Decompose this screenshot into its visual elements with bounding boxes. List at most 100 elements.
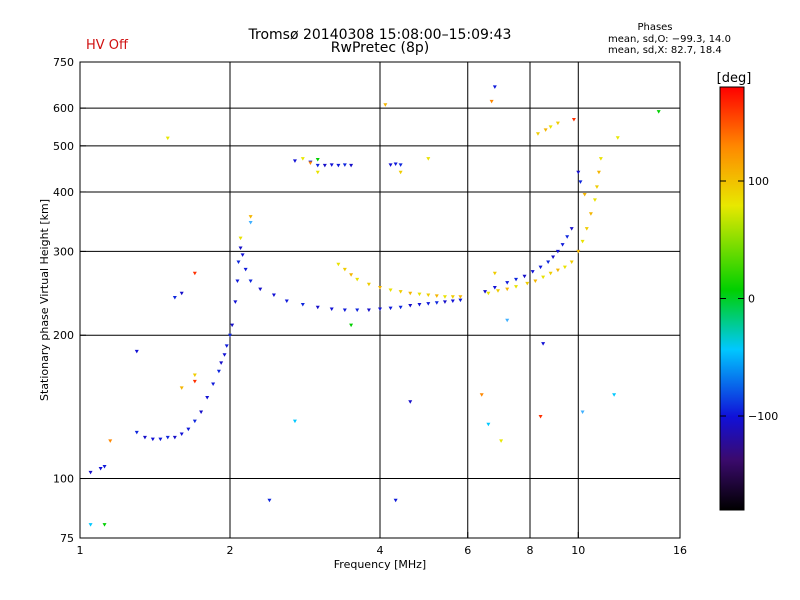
data-point: [134, 349, 139, 354]
data-point: [398, 305, 403, 310]
data-point: [543, 128, 548, 132]
data-point: [408, 400, 413, 404]
y-tick-label: 400: [53, 186, 74, 199]
data-point: [499, 439, 504, 443]
data-point: [383, 103, 388, 107]
data-point: [233, 300, 238, 304]
x-tick-label: 2: [227, 544, 234, 557]
data-point: [458, 295, 463, 299]
data-point: [378, 307, 382, 312]
y-tick-label: 300: [53, 245, 74, 258]
y-tick-label: 75: [60, 532, 74, 545]
data-point: [525, 281, 530, 286]
x-axis-label: Frequency [MHz]: [334, 558, 426, 571]
x-tick-label: 6: [464, 544, 471, 557]
phase-colorbar: [deg] 100 0 −100: [717, 71, 778, 511]
phases-x-stats: mean, sd,X: 82.7, 18.4: [608, 45, 722, 56]
data-point: [555, 268, 560, 273]
data-point: [495, 289, 500, 293]
data-point: [349, 273, 354, 277]
data-point: [88, 523, 93, 527]
chart-subtitle: RwPretec (8p): [330, 40, 430, 56]
data-points: [88, 85, 661, 527]
data-point: [551, 255, 556, 260]
data-point: [505, 318, 510, 323]
grid-lines: [80, 62, 680, 538]
data-point: [308, 161, 313, 166]
data-point: [458, 298, 463, 303]
data-point: [102, 464, 107, 469]
data-point: [580, 410, 585, 414]
data-point: [172, 435, 177, 440]
data-point: [434, 294, 439, 298]
data-point: [434, 301, 439, 305]
data-point: [142, 435, 147, 440]
data-point: [576, 249, 581, 254]
data-point: [486, 291, 491, 296]
y-tick-label: 750: [53, 56, 74, 69]
phases-o-stats: mean, sd,O: −99.3, 14.0: [608, 34, 731, 45]
data-point: [489, 99, 494, 104]
data-point: [398, 163, 403, 167]
data-point: [342, 267, 347, 272]
data-point: [584, 227, 589, 231]
data-point: [492, 285, 497, 290]
data-point: [535, 132, 540, 136]
data-point: [271, 293, 276, 297]
data-point: [546, 260, 551, 265]
data-point: [108, 439, 113, 443]
data-point: [569, 260, 574, 265]
data-point: [284, 299, 289, 304]
data-point: [315, 157, 320, 162]
data-point: [569, 227, 574, 231]
data-point: [426, 293, 431, 297]
data-point: [582, 193, 587, 197]
data-point: [555, 121, 560, 126]
data-point: [565, 235, 570, 239]
colorbar-tick-label: 100: [748, 175, 769, 188]
data-point: [442, 300, 447, 304]
data-point: [236, 260, 241, 265]
data-point: [560, 243, 565, 247]
data-point: [538, 414, 543, 419]
data-point: [505, 281, 510, 285]
data-point: [238, 236, 243, 241]
y-tick-label: 600: [53, 102, 74, 115]
data-point: [398, 170, 403, 175]
data-point: [366, 282, 371, 287]
data-point: [179, 432, 184, 437]
data-point: [248, 221, 253, 225]
data-point: [388, 163, 393, 167]
data-point: [150, 437, 155, 442]
data-point: [426, 157, 431, 161]
data-point: [612, 393, 617, 397]
data-point: [315, 305, 320, 310]
data-point: [492, 85, 497, 89]
data-point: [342, 308, 347, 312]
data-point: [235, 279, 240, 284]
data-point: [355, 308, 360, 312]
data-point: [505, 287, 510, 292]
data-point: [165, 136, 170, 141]
x-axis: 1 2 4 6 8 10 16: [77, 532, 687, 557]
y-tick-label: 500: [53, 140, 74, 153]
data-point: [656, 110, 661, 114]
x-tick-label: 4: [377, 544, 384, 557]
data-point: [199, 410, 204, 414]
data-point: [541, 342, 546, 346]
data-point: [594, 185, 599, 189]
data-point: [408, 291, 413, 296]
x-tick-label: 1: [77, 544, 84, 557]
y-tick-label: 200: [53, 329, 74, 342]
data-point: [329, 163, 334, 167]
data-point: [243, 267, 248, 272]
data-point: [555, 249, 560, 254]
data-point: [408, 303, 413, 308]
data-point: [592, 198, 597, 202]
data-point: [211, 382, 216, 386]
data-point: [248, 279, 253, 284]
y-axis: 75 100 200 300 400 500 600 750: [53, 56, 86, 545]
data-point: [329, 307, 334, 312]
data-point: [598, 157, 603, 161]
